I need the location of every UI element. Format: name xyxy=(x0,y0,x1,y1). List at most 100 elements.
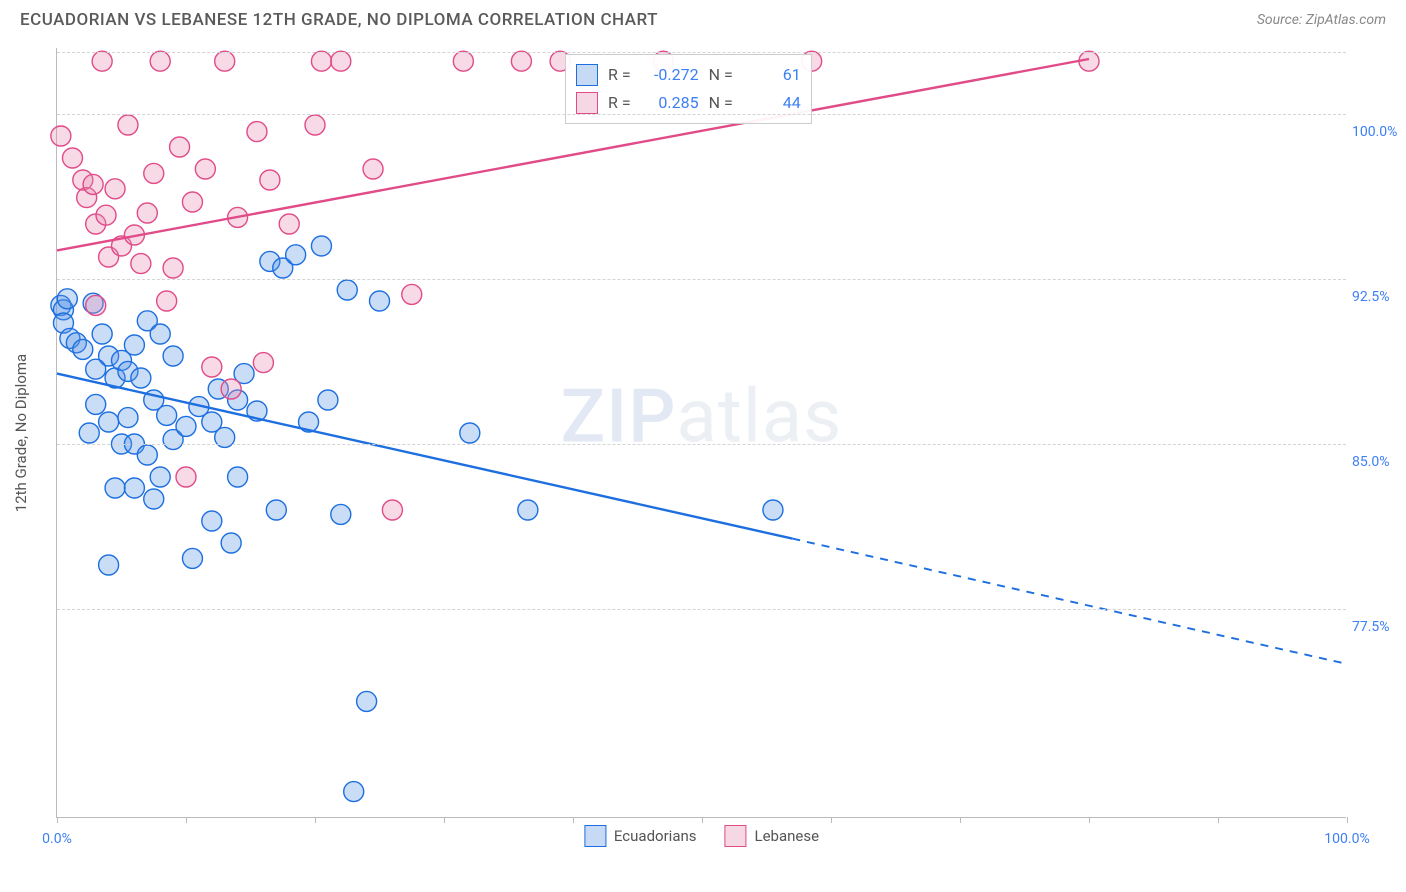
scatter-point-lebanese xyxy=(253,353,273,373)
legend-stats-row-ecuadorians: R = -0.272 N = 61 xyxy=(576,61,801,89)
scatter-point-lebanese xyxy=(96,205,116,225)
x-tick-label: 100.0% xyxy=(1324,831,1369,847)
x-tick xyxy=(831,817,832,823)
scatter-point-lebanese xyxy=(215,51,235,71)
scatter-point-lebanese xyxy=(202,357,222,377)
x-tick xyxy=(573,817,574,823)
gridline-h xyxy=(57,52,1346,53)
y-tick-label: 77.5% xyxy=(1352,619,1406,635)
x-tick xyxy=(186,817,187,823)
scatter-point-ecuadorians xyxy=(118,408,138,428)
scatter-point-ecuadorians xyxy=(137,445,157,465)
scatter-point-lebanese xyxy=(86,295,106,315)
scatter-point-ecuadorians xyxy=(150,467,170,487)
n-value-ecuadorians: 61 xyxy=(743,61,801,89)
legend-stats-row-lebanese: R = 0.285 N = 44 xyxy=(576,89,801,117)
scatter-point-lebanese xyxy=(150,51,170,71)
swatch-ecuadorians-bottom xyxy=(584,825,606,847)
scatter-point-lebanese xyxy=(83,174,103,194)
scatter-point-ecuadorians xyxy=(763,500,783,520)
scatter-point-lebanese xyxy=(62,148,82,168)
source-name: ZipAtlas.com xyxy=(1306,12,1386,28)
scatter-point-ecuadorians xyxy=(157,405,177,425)
scatter-point-lebanese xyxy=(51,126,71,146)
legend-label-ecuadorians: Ecuadorians xyxy=(614,827,697,845)
scatter-point-ecuadorians xyxy=(344,782,364,802)
scatter-point-ecuadorians xyxy=(311,236,331,256)
scatter-point-ecuadorians xyxy=(518,500,538,520)
chart-plot-area: 12th Grade, No Diploma ZIPatlas R = -0.2… xyxy=(56,48,1346,818)
scatter-point-ecuadorians xyxy=(105,478,125,498)
x-tick xyxy=(57,817,58,823)
chart-header: ECUADORIAN VS LEBANESE 12TH GRADE, NO DI… xyxy=(0,0,1406,38)
scatter-point-lebanese xyxy=(157,291,177,311)
scatter-point-lebanese xyxy=(382,500,402,520)
x-tick xyxy=(315,817,316,823)
swatch-ecuadorians xyxy=(576,64,598,86)
n-label: N = xyxy=(709,61,733,89)
scatter-point-ecuadorians xyxy=(86,394,106,414)
scatter-point-ecuadorians xyxy=(202,511,222,531)
scatter-point-lebanese xyxy=(137,203,157,223)
scatter-point-lebanese xyxy=(118,115,138,135)
scatter-point-ecuadorians xyxy=(357,691,377,711)
scatter-point-ecuadorians xyxy=(370,291,390,311)
scatter-point-ecuadorians xyxy=(228,467,248,487)
scatter-point-ecuadorians xyxy=(221,533,241,553)
swatch-lebanese xyxy=(576,92,598,114)
n-label: N = xyxy=(709,89,733,117)
scatter-point-lebanese xyxy=(131,254,151,274)
gridline-h xyxy=(57,609,1346,610)
scatter-point-ecuadorians xyxy=(266,500,286,520)
scatter-point-ecuadorians xyxy=(150,324,170,344)
scatter-point-lebanese xyxy=(105,179,125,199)
scatter-point-ecuadorians xyxy=(79,423,99,443)
scatter-point-lebanese xyxy=(144,163,164,183)
scatter-point-ecuadorians xyxy=(124,478,144,498)
r-value-ecuadorians: -0.272 xyxy=(641,61,699,89)
gridline-h xyxy=(57,444,1346,445)
scatter-point-ecuadorians xyxy=(318,390,338,410)
y-tick-label: 100.0% xyxy=(1352,124,1406,140)
scatter-point-ecuadorians xyxy=(337,280,357,300)
trendline-dashed-ecuadorians xyxy=(792,539,1347,664)
source-prefix: Source: xyxy=(1257,12,1306,28)
scatter-point-ecuadorians xyxy=(57,289,77,309)
y-axis-label: 12th Grade, No Diploma xyxy=(12,353,30,511)
scatter-point-ecuadorians xyxy=(460,423,480,443)
r-label: R = xyxy=(608,61,631,89)
scatter-point-ecuadorians xyxy=(286,245,306,265)
scatter-point-ecuadorians xyxy=(124,335,144,355)
scatter-point-lebanese xyxy=(311,51,331,71)
scatter-point-lebanese xyxy=(170,137,190,157)
scatter-point-lebanese xyxy=(402,284,422,304)
r-value-lebanese: 0.285 xyxy=(641,89,699,117)
legend-label-lebanese: Lebanese xyxy=(755,827,820,845)
bottom-legend-ecuadorians: Ecuadorians xyxy=(584,825,697,847)
x-tick xyxy=(1218,817,1219,823)
r-label: R = xyxy=(608,89,631,117)
scatter-point-lebanese xyxy=(279,214,299,234)
scatter-point-lebanese xyxy=(331,51,351,71)
scatter-point-lebanese xyxy=(453,51,473,71)
scatter-point-ecuadorians xyxy=(99,555,119,575)
scatter-point-lebanese xyxy=(195,159,215,179)
source-attribution: Source: ZipAtlas.com xyxy=(1257,12,1386,28)
scatter-point-lebanese xyxy=(363,159,383,179)
y-tick-label: 85.0% xyxy=(1352,454,1406,470)
gridline-h xyxy=(57,114,1346,115)
x-tick-label: 0.0% xyxy=(42,831,72,847)
n-value-lebanese: 44 xyxy=(743,89,801,117)
scatter-point-ecuadorians xyxy=(163,346,183,366)
scatter-point-lebanese xyxy=(176,467,196,487)
scatter-point-ecuadorians xyxy=(182,548,202,568)
scatter-point-lebanese xyxy=(182,192,202,212)
gridline-h xyxy=(57,279,1346,280)
scatter-point-ecuadorians xyxy=(99,412,119,432)
x-tick xyxy=(1347,817,1348,823)
scatter-point-ecuadorians xyxy=(73,339,93,359)
x-tick xyxy=(444,817,445,823)
bottom-legend: Ecuadorians Lebanese xyxy=(584,825,819,847)
scatter-point-lebanese xyxy=(221,379,241,399)
swatch-lebanese-bottom xyxy=(725,825,747,847)
